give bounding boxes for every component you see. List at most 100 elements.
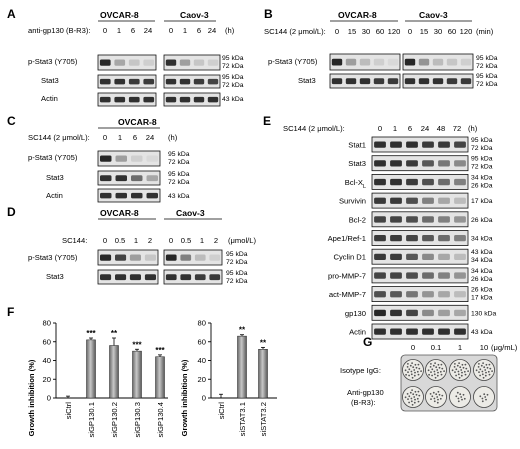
lane-label: 2 xyxy=(214,236,218,245)
panel-d-stat3-ovcar8 xyxy=(97,269,159,285)
row-label-subscript: L xyxy=(363,184,366,190)
kda-marker: 72 kDa xyxy=(226,278,248,285)
colony-dot xyxy=(487,370,490,373)
colony-dot xyxy=(412,366,415,369)
blot-band xyxy=(115,274,127,281)
blot-band xyxy=(115,175,127,182)
colony-dot xyxy=(436,374,439,377)
lane-label: 24 xyxy=(421,124,429,133)
panel-d-lane-labels: 0 0.5 1 2 0 0.5 1 2 xyxy=(103,236,218,245)
kda-marker: 95 kDa xyxy=(471,137,493,144)
blot-band xyxy=(179,96,191,103)
kda-marker: 43 kDa xyxy=(471,249,493,256)
lane-label: 24 xyxy=(146,133,154,142)
blot-band xyxy=(207,78,219,85)
colony-dot xyxy=(464,363,467,366)
colony-dot xyxy=(458,362,460,364)
colony-dot xyxy=(415,393,418,396)
panel-e-row-bcl-2 xyxy=(371,211,469,228)
category-label: siGP130.4 xyxy=(156,402,165,437)
kda-marker: 43 kDa xyxy=(168,193,190,200)
kda-marker: 26 kDa xyxy=(471,182,493,189)
lane-label: 15 xyxy=(420,27,428,36)
blot-band xyxy=(390,291,402,298)
chart2-ylabel: Growth inhibition (%) xyxy=(180,359,189,436)
panel-a-lane-labels: 0 1 6 24 0 1 6 24 xyxy=(103,26,216,35)
row-label-stat3: Stat3 xyxy=(41,76,59,85)
panel-a-letter: A xyxy=(7,7,16,21)
blot-strip xyxy=(371,136,469,153)
row-label-isotype: Isotype IgG: xyxy=(340,366,381,375)
dose-label: 1 xyxy=(458,343,462,352)
colony-dot xyxy=(410,373,413,376)
colony-dot xyxy=(429,393,432,395)
colony-dot xyxy=(430,363,432,365)
blot-band xyxy=(422,235,434,242)
panel-d-line-ovcar8: OVCAR-8 xyxy=(100,208,139,218)
blot-band xyxy=(390,178,402,186)
blot-band xyxy=(100,274,112,281)
blot-band xyxy=(193,78,205,85)
panel-d-stat3-caov3 xyxy=(163,269,223,285)
panel-e-row-stat3 xyxy=(371,155,469,172)
lane-label: 24 xyxy=(144,26,152,35)
chart-stat3-knockdown: 0 20 40 60 80 siCtrl ** siSTAT3.1 ** siSTAT3.2 xyxy=(198,319,277,436)
colony-dot xyxy=(453,366,456,368)
panel-g-dose-labels: 0 0.1 1 10 xyxy=(411,343,488,352)
lane-label: 72 xyxy=(453,124,461,133)
blot-strip xyxy=(97,54,157,71)
lane-label: 1 xyxy=(118,133,122,142)
blot-band xyxy=(406,272,418,279)
blot-band xyxy=(180,274,192,281)
colony-dot xyxy=(485,363,488,366)
kda-marker: 72 kDa xyxy=(222,63,244,70)
blot-band xyxy=(115,254,127,261)
blot-band xyxy=(418,58,430,66)
colony-dot xyxy=(479,395,482,398)
lane-label: 0 xyxy=(408,27,412,36)
colony-dot xyxy=(489,367,492,370)
colony-dot xyxy=(411,376,414,379)
blot-band xyxy=(146,175,158,182)
kda-marker: 17 kDa xyxy=(471,295,493,302)
blot-band xyxy=(454,291,466,298)
kda-marker: 34 kDa xyxy=(471,268,493,275)
blot-band xyxy=(374,178,386,186)
blot-band xyxy=(422,160,434,167)
blot-band xyxy=(418,78,430,85)
blot-band xyxy=(390,216,402,223)
colony-dot xyxy=(437,398,439,401)
colony-dot xyxy=(467,370,469,372)
blot-band xyxy=(404,78,416,85)
category-label: siGP130.2 xyxy=(110,402,119,437)
row-label: Ape1/Ref-1 xyxy=(328,234,366,243)
bar xyxy=(258,349,268,399)
panel-a-pstat3-caov3 xyxy=(163,54,221,71)
blot-band xyxy=(390,160,402,167)
row-label: Survivin xyxy=(339,197,366,206)
colony-dot xyxy=(413,401,416,404)
panel-e-treatment-label: SC144 (2 μmol/L): xyxy=(283,124,345,133)
colony-dot xyxy=(406,366,409,368)
row-label-actin: Actin xyxy=(46,191,63,200)
panel-e-row-act-mmp-7 xyxy=(371,286,469,303)
panel-d-letter: D xyxy=(7,205,16,219)
panel-a-line-caov3: Caov-3 xyxy=(180,10,209,20)
blot-band xyxy=(207,96,219,103)
lane-label: 6 xyxy=(197,26,201,35)
colony-dot xyxy=(414,398,416,401)
colony-dot xyxy=(457,397,460,400)
colony-dot xyxy=(408,374,410,377)
blot-strip xyxy=(371,173,469,190)
blot-band xyxy=(194,274,206,281)
colony-dot xyxy=(418,394,421,397)
blot-band xyxy=(422,291,434,298)
blot-band xyxy=(374,309,386,317)
colony-dot xyxy=(457,373,460,376)
row-label-actin: Actin xyxy=(41,94,58,103)
blot-band xyxy=(100,175,112,182)
colony-dot xyxy=(435,366,438,369)
blot-strip xyxy=(371,155,469,172)
colony-dot xyxy=(438,366,441,369)
colony-dot xyxy=(410,370,413,373)
